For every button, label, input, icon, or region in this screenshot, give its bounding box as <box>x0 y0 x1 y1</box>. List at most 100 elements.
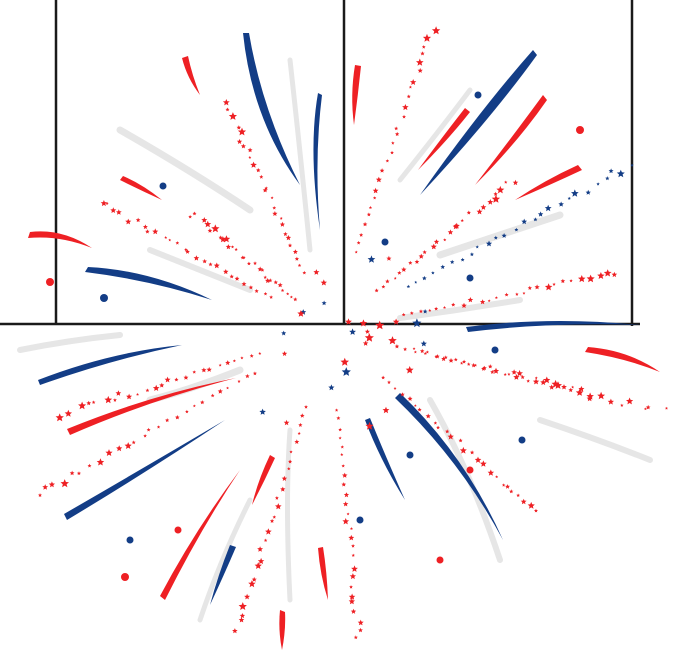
star-sparkle <box>292 249 298 254</box>
star-sparkle <box>544 283 553 291</box>
star-sparkle <box>265 528 272 535</box>
star-sparkle <box>406 94 411 99</box>
star-sparkle <box>257 557 265 565</box>
star-sparkle <box>168 238 172 242</box>
star-sparkle <box>480 204 487 210</box>
star-trails <box>38 26 668 640</box>
star-sparkle <box>487 199 494 205</box>
star-sparkle <box>554 381 562 389</box>
star-sparkle <box>336 416 341 420</box>
star-sparkle <box>607 398 614 405</box>
star-sparkle <box>253 261 257 265</box>
star-sparkle <box>78 401 87 410</box>
star-sparkle <box>240 143 246 149</box>
star-sparkle <box>269 518 275 523</box>
red-dot <box>576 126 584 134</box>
star-sparkle <box>353 635 358 640</box>
star-sparkle <box>152 384 160 391</box>
star-sparkle <box>501 233 507 238</box>
star-sparkle <box>390 150 394 155</box>
blue-stroke <box>210 545 236 605</box>
star-sparkle <box>412 347 416 350</box>
blue-dot <box>406 451 414 459</box>
star-sparkle <box>113 398 117 402</box>
star-sparkle <box>568 387 574 393</box>
star-sparkle <box>364 329 370 334</box>
star-sparkle <box>527 501 535 509</box>
star-sparkle <box>560 278 566 284</box>
star-sparkle <box>364 333 374 342</box>
grey-streak <box>197 497 253 623</box>
star-sparkle <box>218 363 222 367</box>
star-sparkle <box>217 388 223 394</box>
star-sparkle <box>225 107 230 112</box>
star-sparkle <box>289 295 293 299</box>
star-sparkle <box>487 299 491 302</box>
star-sparkle <box>200 400 205 405</box>
star-sparkle <box>474 456 482 463</box>
star-sparkle <box>493 235 498 240</box>
star-sparkle <box>116 209 122 215</box>
star-sparkle <box>247 147 253 153</box>
grey-streak <box>147 247 253 293</box>
star-sparkle <box>521 218 528 225</box>
star-sparkle <box>435 354 440 359</box>
star-sparkle <box>232 359 236 363</box>
star-sparkle <box>431 26 441 35</box>
star-sparkle <box>207 228 213 233</box>
red-stroke <box>120 176 162 200</box>
star-sparkle <box>264 186 268 190</box>
star-sparkle <box>567 196 571 200</box>
star-sparkle <box>210 393 215 398</box>
star-sparkle <box>419 348 425 353</box>
star-sparkle <box>349 328 356 335</box>
star-sparkle <box>493 191 498 196</box>
star-sparkle <box>135 217 141 223</box>
star-sparkle <box>381 284 386 289</box>
star-sparkle <box>406 284 411 289</box>
star-sparkle <box>105 201 109 205</box>
star-sparkle <box>410 79 417 85</box>
star-sparkle <box>462 359 467 364</box>
grey-streak <box>436 211 564 259</box>
star-sparkle <box>105 449 113 456</box>
star-sparkle <box>236 138 243 144</box>
star-sparkle <box>492 367 500 374</box>
blue-stroke <box>243 33 300 185</box>
blue-dot <box>126 536 134 544</box>
star-sparkle <box>193 255 200 261</box>
blue-stroke <box>420 50 537 195</box>
star-sparkle <box>476 208 483 215</box>
star-sparkle <box>320 279 327 286</box>
star-sparkle <box>382 406 390 414</box>
star-sparkle <box>104 395 113 404</box>
star-sparkle <box>401 266 407 272</box>
star-sparkle <box>534 284 540 290</box>
star-sparkle <box>263 538 268 542</box>
blue-stroke <box>64 420 225 520</box>
star-sparkle <box>375 176 382 183</box>
star-sparkle <box>345 318 352 325</box>
star-sparkle <box>480 460 487 467</box>
star-sparkle <box>125 218 132 225</box>
star-sparkle <box>379 168 385 173</box>
red-stroke <box>67 378 236 435</box>
star-sparkle <box>126 393 133 400</box>
star-sparkle <box>511 369 517 375</box>
star-sparkle <box>218 235 223 240</box>
star-sparkle <box>259 174 264 179</box>
star-sparkle <box>86 400 92 406</box>
star-sparkle <box>362 340 369 346</box>
star-sparkle <box>586 274 595 283</box>
star-sparkle <box>394 344 400 349</box>
star-sparkle <box>76 471 81 476</box>
star-sparkle <box>238 617 245 623</box>
star-sparkle <box>240 356 244 360</box>
star-sparkle <box>571 385 575 389</box>
blue-dot <box>518 436 526 444</box>
star-sparkle <box>145 388 150 393</box>
red-stroke <box>279 610 286 650</box>
red-stroke <box>28 231 92 248</box>
star-sparkle <box>453 222 460 229</box>
star-sparkle <box>603 269 612 277</box>
